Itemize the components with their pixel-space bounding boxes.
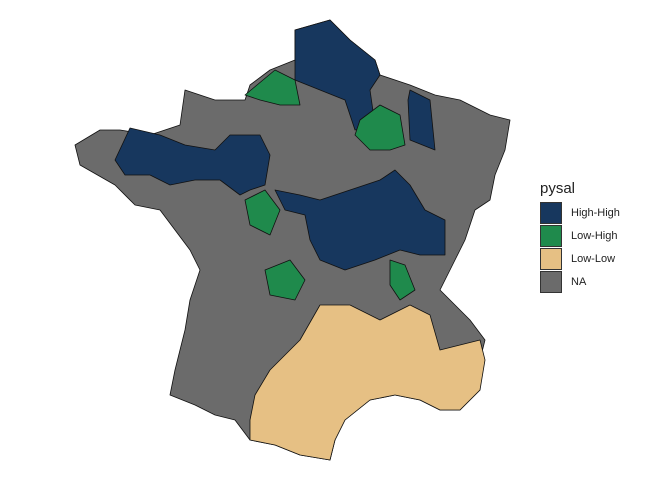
legend-label: Low-High (571, 229, 618, 242)
legend-item-na: NA (540, 270, 620, 293)
legend: pysal High-High Low-High Low-Low NA (540, 180, 620, 293)
region-low-high (264, 259, 306, 301)
legend-swatch (540, 201, 562, 224)
legend-swatch (540, 270, 562, 293)
legend-label: High-High (571, 206, 620, 219)
legend-title: pysal (540, 180, 576, 197)
region-low-high (389, 259, 416, 301)
legend-item-low-low: Low-Low (540, 247, 620, 270)
region-low-low (249, 304, 486, 461)
legend-swatch (540, 247, 562, 270)
region-high-high (114, 127, 271, 196)
region-low-high (354, 104, 406, 151)
region-low-high (244, 189, 281, 236)
legend-item-high-high: High-High (540, 201, 620, 224)
region-low-high (244, 69, 301, 106)
legend-label: NA (571, 275, 587, 288)
region-high-high (407, 89, 436, 151)
legend-label: Low-Low (571, 252, 616, 265)
legend-swatch (540, 224, 562, 247)
legend-item-low-high: Low-High (540, 224, 620, 247)
region-high-high (274, 169, 446, 271)
